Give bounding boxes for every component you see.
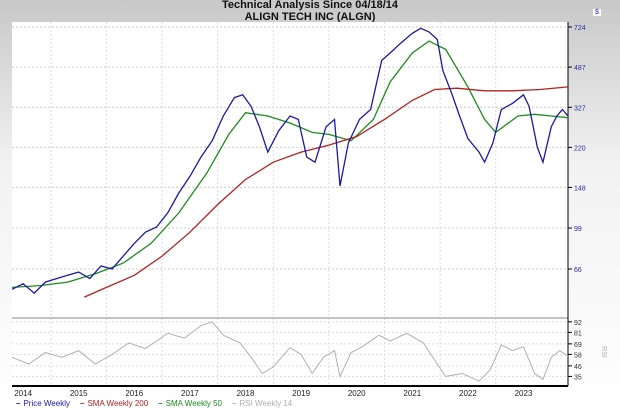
rsi-tick-label: 58 [574,352,582,359]
chart-title: Technical Analysis Since 04/18/14 [221,0,399,11]
price-tick-label: 724 [574,25,586,32]
plot-area [12,22,568,386]
year-label: 2021 [403,389,421,398]
rsi-axis-label: RSI [600,346,607,358]
rsi-tick-label: 81 [574,330,582,337]
legend-label: RSI Weekly 14 [239,399,293,408]
legend-label: SMA Weekly 200 [87,399,149,408]
legend-label: SMA Weekly 50 [165,399,222,408]
series-sma-weekly-200 [84,86,569,298]
price-tick-label: 99 [574,226,582,233]
legend-item: – SMA Weekly 200 [79,399,149,408]
year-label: 2019 [292,389,310,398]
rsi-tick-label: 46 [574,364,582,371]
price-tick-label: 148 [574,185,586,192]
legend-item: – Price Weekly [16,399,70,408]
price-tick-label: 66 [574,267,582,274]
year-label: 2022 [459,389,477,398]
currency-label: $ [593,9,601,16]
year-label: 2016 [125,389,143,398]
legend-item: – RSI Weekly 14 [232,399,293,408]
series-sma-weekly-50 [11,40,569,289]
rsi-tick-label: 92 [574,320,582,327]
year-label: 2023 [515,389,533,398]
rsi-tick-label: 35 [574,374,582,381]
rsi-tick-label: 69 [574,342,582,349]
year-label: 2020 [348,389,366,398]
price-tick-label: 327 [574,105,586,112]
chart-subtitle: ALIGN TECH INC (ALGN) [244,11,376,23]
price-tick-label: 487 [574,65,586,72]
legend-label: Price Weekly [23,399,70,408]
year-label: 2015 [70,389,88,398]
price-tick-label: 220 [574,145,586,152]
year-label: 2014 [14,389,32,398]
year-label: 2018 [237,389,255,398]
series-rsi-weekly-14 [11,321,569,382]
legend: – Price Weekly – SMA Weekly 200 – SMA Weekly … [16,399,292,408]
series-price-weekly [11,27,569,294]
year-label: 2017 [181,389,199,398]
legend-item: – SMA Weekly 50 [158,399,222,408]
